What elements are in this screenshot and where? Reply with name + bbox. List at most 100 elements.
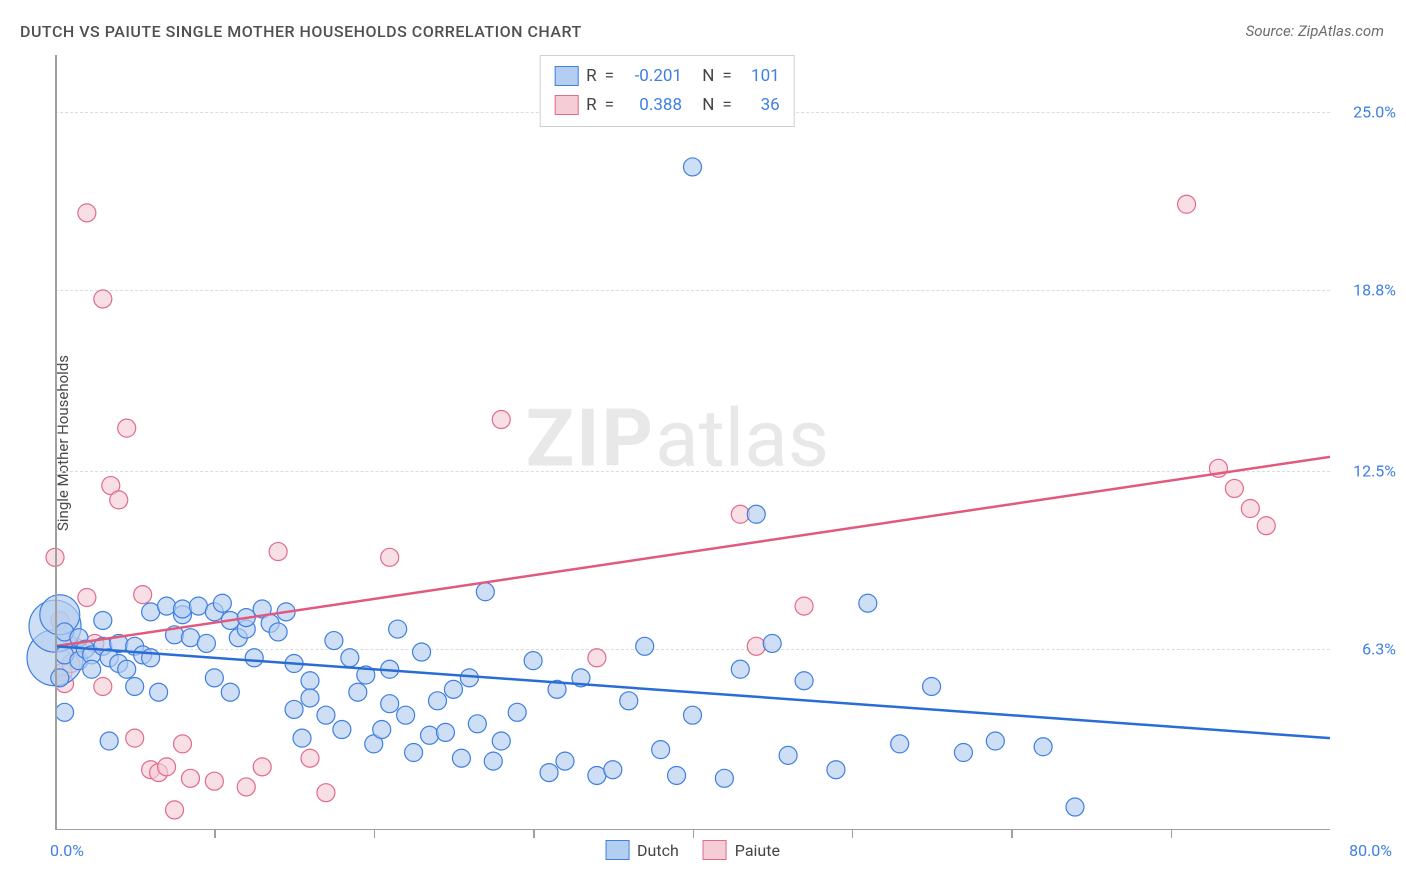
data-point <box>652 741 670 759</box>
data-point <box>221 683 239 701</box>
x-tick <box>852 830 854 838</box>
data-point <box>51 669 69 687</box>
data-point <box>181 769 199 787</box>
data-point <box>986 732 1004 750</box>
legend: Dutch Paiute <box>605 840 780 860</box>
stats-row-dutch: R = -0.201 N = 101 <box>554 62 780 91</box>
x-tick <box>214 830 216 838</box>
x-axis-max-label: 80.0% <box>1349 841 1392 860</box>
data-point <box>484 752 502 770</box>
data-point <box>197 634 215 652</box>
data-point <box>189 597 207 615</box>
swatch-paiute <box>554 95 578 115</box>
data-point <box>301 689 319 707</box>
data-point <box>325 632 343 650</box>
data-point <box>859 594 877 612</box>
data-point <box>341 649 359 667</box>
data-point <box>166 801 184 819</box>
chart-title: DUTCH VS PAIUTE SINGLE MOTHER HOUSEHOLDS… <box>20 22 582 41</box>
data-point <box>317 706 335 724</box>
data-point <box>405 744 423 762</box>
data-point <box>731 505 749 523</box>
y-axis-line <box>55 55 57 830</box>
data-point <box>397 706 415 724</box>
data-point <box>684 158 702 176</box>
data-point <box>954 744 972 762</box>
data-point <box>333 721 351 739</box>
data-point <box>715 769 733 787</box>
data-point <box>205 772 223 790</box>
data-point <box>118 660 136 678</box>
plot-area: Single Mother Households ZIPatlas 6.3%12… <box>55 55 1330 830</box>
y-tick-label: 25.0% <box>1353 103 1396 122</box>
data-point <box>373 721 391 739</box>
x-tick <box>533 830 535 838</box>
data-point <box>1257 517 1275 535</box>
data-point <box>492 732 510 750</box>
data-point <box>126 677 144 695</box>
legend-item-paiute: Paiute <box>703 840 780 860</box>
data-point <box>134 586 152 604</box>
data-point <box>588 649 606 667</box>
data-point <box>747 505 765 523</box>
data-point <box>1178 195 1196 213</box>
data-point <box>747 637 765 655</box>
data-point <box>237 778 255 796</box>
data-point <box>684 706 702 724</box>
data-point <box>126 729 144 747</box>
data-point <box>381 548 399 566</box>
data-point <box>779 746 797 764</box>
data-point <box>174 600 192 618</box>
data-point <box>636 637 654 655</box>
stats-row-paiute: R = 0.388 N = 36 <box>554 91 780 120</box>
data-point <box>763 634 781 652</box>
data-point <box>421 726 439 744</box>
data-point <box>150 683 168 701</box>
data-point <box>1225 479 1243 497</box>
data-point <box>181 629 199 647</box>
data-point <box>556 752 574 770</box>
source-attribution: Source: ZipAtlas.com <box>1246 22 1384 40</box>
data-point <box>94 290 112 308</box>
data-point <box>604 761 622 779</box>
data-point <box>413 643 431 661</box>
y-tick-label: 18.8% <box>1353 281 1396 300</box>
data-point <box>891 735 909 753</box>
data-point <box>293 729 311 747</box>
data-point <box>158 758 176 776</box>
data-point <box>118 419 136 437</box>
data-point <box>468 715 486 733</box>
data-point <box>452 749 470 767</box>
data-point <box>78 589 96 607</box>
data-point <box>476 583 494 601</box>
chart-container: DUTCH VS PAIUTE SINGLE MOTHER HOUSEHOLDS… <box>0 0 1406 892</box>
x-tick <box>1011 830 1013 838</box>
data-point <box>253 758 271 776</box>
data-point <box>1066 798 1084 816</box>
data-point <box>301 672 319 690</box>
swatch-paiute-legend <box>703 840 727 860</box>
data-point <box>142 603 160 621</box>
data-point <box>285 700 303 718</box>
data-point <box>245 649 263 667</box>
data-point <box>100 732 118 750</box>
data-point <box>731 660 749 678</box>
swatch-dutch <box>554 66 578 86</box>
data-point <box>389 620 407 638</box>
regression-line <box>55 457 1330 646</box>
data-point <box>94 677 112 695</box>
data-point <box>174 735 192 753</box>
scatter-svg <box>55 55 1330 830</box>
data-point <box>110 491 128 509</box>
y-tick-label: 6.3% <box>1362 640 1396 659</box>
data-point <box>492 411 510 429</box>
data-point <box>213 594 231 612</box>
swatch-dutch-legend <box>605 840 629 860</box>
data-point <box>94 611 112 629</box>
data-point <box>56 703 74 721</box>
data-point <box>923 677 941 695</box>
data-point <box>588 766 606 784</box>
data-point <box>205 669 223 687</box>
data-point <box>301 749 319 767</box>
data-point <box>317 784 335 802</box>
